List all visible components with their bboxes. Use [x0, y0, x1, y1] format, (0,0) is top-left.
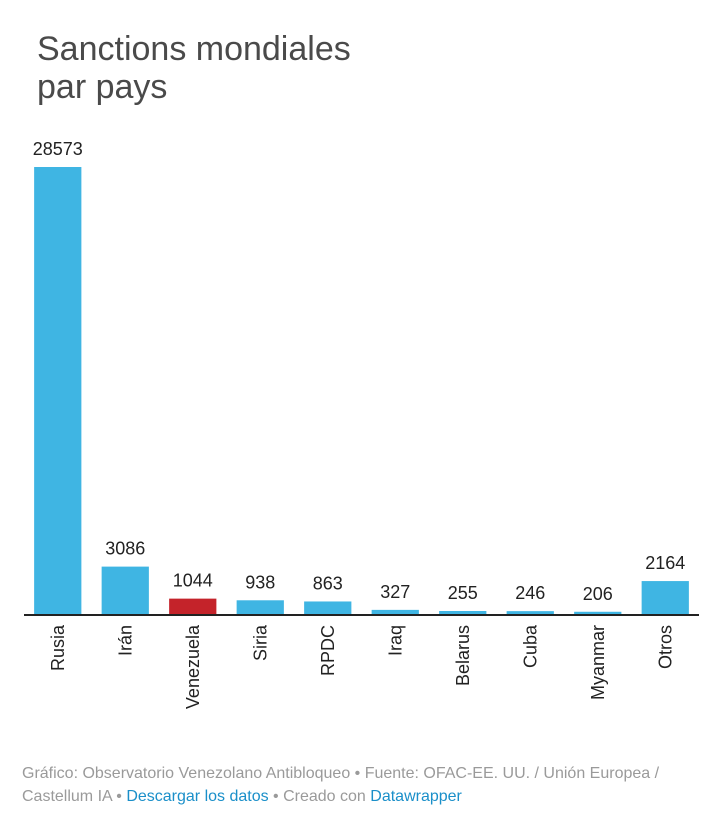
value-label-rusia: 28573 [33, 139, 83, 159]
category-label-iraq: Iraq [385, 625, 405, 656]
value-label-venezuela: 1044 [173, 571, 213, 591]
bar-venezuela [169, 598, 217, 615]
download-data-link[interactable]: Descargar los datos [126, 788, 269, 805]
category-label-myanmar: Myanmar [588, 625, 608, 700]
bar-rpdc [304, 601, 352, 615]
category-label-rusia: Rusia [48, 624, 68, 671]
chart-title: Sanctions mondiales par pays [37, 30, 537, 106]
value-label-siria: 938 [245, 572, 275, 592]
chart-footer: Gráfico: Observatorio Venezolano Antiblo… [22, 762, 702, 808]
value-label-belarus: 255 [448, 583, 478, 603]
bar-iraq [371, 609, 419, 615]
category-label-iran: Irán [115, 625, 135, 656]
value-label-otros: 2164 [645, 553, 685, 573]
value-label-iran: 3086 [105, 539, 145, 559]
footer-source-text: Gráfico: Observatorio Venezolano Antiblo… [22, 765, 660, 805]
bar-chart: 28573 3086 1044 938 863 327 255 246 206 2164 Rusi… [24, 139, 699, 709]
bar-rusia [34, 167, 82, 615]
category-label-otros: Otros [655, 625, 675, 669]
value-label-iraq: 327 [380, 582, 410, 602]
bar-iran [101, 566, 149, 615]
chart-title-line-2: par pays [37, 68, 168, 106]
bar-siria [236, 600, 284, 615]
value-label-rpdc: 863 [313, 573, 343, 593]
value-label-cuba: 246 [515, 583, 545, 603]
footer-created-with-text: • Creado con [268, 788, 371, 805]
bar-belarus [439, 611, 487, 615]
chart-title-line-1: Sanctions mondiales [37, 30, 351, 68]
datawrapper-link[interactable]: Datawrapper [370, 788, 462, 805]
category-label-rpdc: RPDC [318, 625, 338, 676]
bar-cuba [506, 611, 554, 615]
bar-myanmar [574, 611, 622, 615]
category-label-siria: Siria [250, 624, 270, 661]
category-label-venezuela: Venezuela [183, 624, 203, 709]
bar-otros [641, 581, 689, 615]
category-label-cuba: Cuba [520, 624, 540, 668]
value-label-myanmar: 206 [583, 584, 613, 604]
category-label-belarus: Belarus [453, 625, 473, 686]
